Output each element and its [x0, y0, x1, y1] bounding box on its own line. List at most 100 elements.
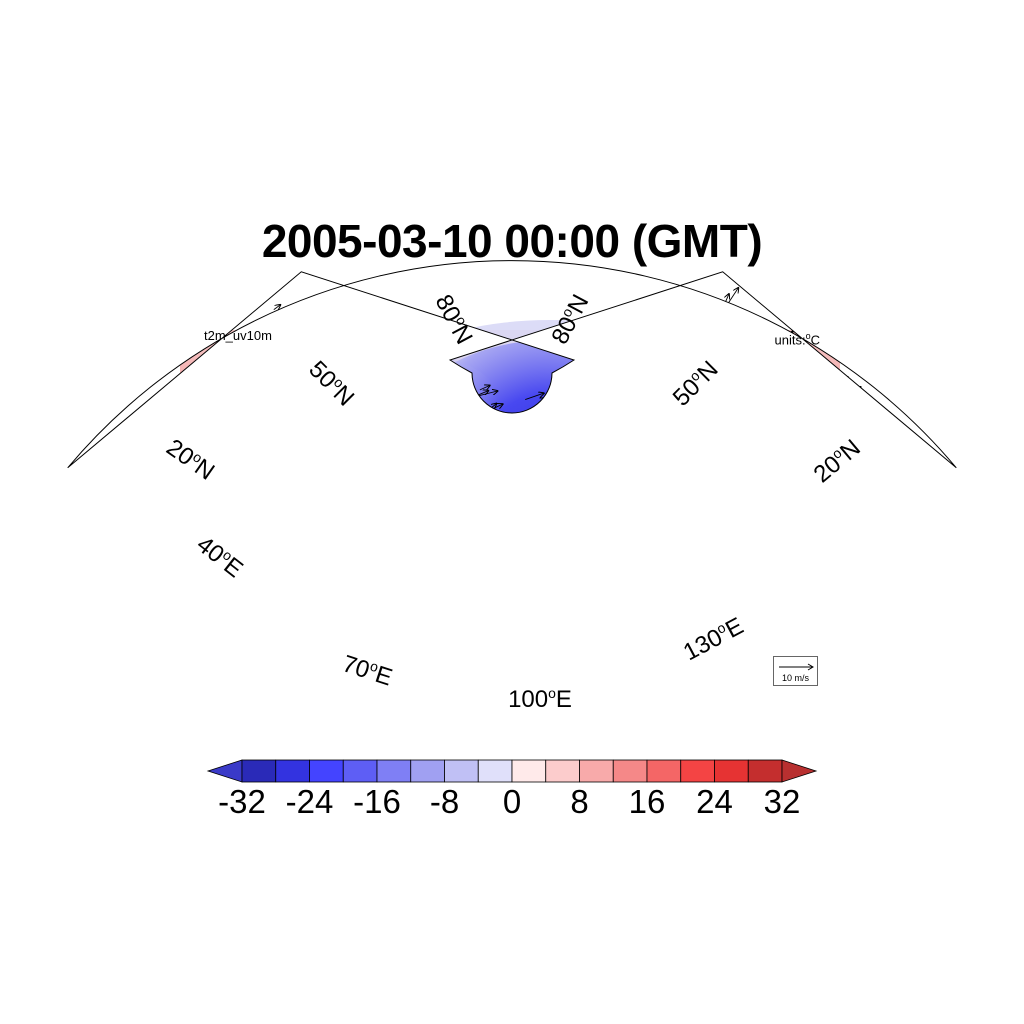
wind-vector: [432, 509, 435, 518]
wind-vector: [136, 456, 145, 468]
wind-vector: [713, 492, 720, 506]
wind-vector: [308, 338, 316, 343]
wind-vector: [429, 404, 437, 411]
colorbar-swatch: [309, 759, 344, 783]
wind-vector: [173, 394, 184, 404]
wind-vector: [270, 331, 282, 337]
wind-vector: [777, 557, 780, 565]
colorbar-under-triangle: [206, 759, 243, 783]
wind-vector: [338, 326, 354, 339]
wind-vector: [390, 493, 392, 513]
wind-vector: [511, 529, 525, 541]
wind-vector: [585, 605, 586, 621]
wind-vector: [446, 428, 456, 446]
wind-vector: [824, 536, 830, 548]
wind-vector: [654, 509, 659, 518]
wind-vector: [95, 455, 106, 468]
longitude-label: 40oE 70oE 100oE 130oE: [191, 530, 748, 713]
colorbar-tick-label: 8: [570, 783, 588, 820]
wind-vector: [593, 626, 615, 633]
wind-vector: [293, 605, 295, 617]
wind-vector: [798, 385, 805, 408]
wind-vector: [397, 403, 411, 413]
wind-vector: [609, 504, 613, 513]
colorbar-swatch: [241, 759, 277, 783]
wind-vector: [504, 455, 512, 468]
wind-vector: [399, 598, 406, 617]
wind-vector: [680, 411, 689, 428]
wind-vector: [330, 430, 345, 445]
wind-vector: [752, 519, 763, 539]
wind-vector: [601, 398, 617, 402]
wind-vector: [575, 401, 591, 408]
lat-label-50n-left: 50oN: [303, 355, 359, 411]
wind-vector: [381, 568, 386, 588]
wind-vector: [690, 569, 694, 580]
wind-vector: [314, 612, 315, 622]
wind-vector: [254, 469, 260, 475]
wind-vector: [220, 495, 224, 503]
wind-vector: [470, 492, 472, 512]
colorbar-swatch: [545, 759, 580, 783]
wind-vector: [586, 415, 607, 420]
colorbar-tick-label: 32: [764, 783, 801, 820]
wind-vector: [523, 494, 538, 501]
lat-label-20n-left: 20oN: [161, 433, 220, 486]
wind-vector: [637, 448, 655, 460]
wind-vector: [650, 342, 657, 360]
wind-vector: [581, 495, 585, 518]
wind-vector: [741, 342, 748, 355]
wind-vector: [278, 485, 292, 502]
lat-label-80n-right: 80oN: [545, 290, 594, 349]
wind-vector: [622, 574, 626, 582]
wind-vector: [343, 475, 351, 496]
wind-vector: [729, 373, 736, 391]
lon-label-40e: 40oE: [191, 530, 248, 583]
wind-vector: [684, 543, 689, 556]
wind-vector: [485, 493, 492, 508]
wind-vector: [599, 378, 619, 388]
wind-vector: [483, 555, 487, 572]
wind-vector: [502, 423, 515, 434]
wind-vector: [672, 353, 676, 364]
wind-vector: [240, 344, 258, 354]
wind-vector: [666, 367, 673, 386]
wind-vector: [246, 364, 258, 375]
wind-vector: [443, 409, 454, 420]
wind-vector: [867, 408, 874, 422]
wind-vector: [367, 487, 376, 505]
wind-vector: [471, 459, 484, 468]
colorbar-tick-label: 24: [696, 783, 733, 820]
wind-vector: [773, 545, 777, 554]
colorbar-tick-label: 16: [629, 783, 666, 820]
wind-vector: [643, 613, 649, 627]
wind-vector: [862, 408, 869, 423]
wind-vector: [443, 639, 453, 658]
colorbar-swatch: [646, 759, 682, 783]
lat-label-50n-right: 50oN: [667, 355, 723, 411]
wind-vector: [529, 526, 532, 535]
wind-vector: [450, 573, 453, 584]
wind-vector: [546, 430, 555, 432]
reference-arrow-icon: [779, 663, 814, 671]
wind-vector: [255, 358, 266, 365]
wind-vector: [296, 299, 314, 310]
wind-vector: [765, 329, 772, 339]
wind-vector: [611, 544, 621, 560]
wind-vector: [318, 334, 338, 342]
wind-vector: [140, 483, 153, 498]
wind-vector: [550, 500, 553, 514]
wind-vector: [740, 455, 747, 465]
wind-vector: [806, 403, 809, 414]
colorbar-swatch: [612, 759, 648, 783]
wind-vector: [359, 416, 366, 426]
colorbar: -32 -24 -16 -8 0 8 16 24 32: [206, 759, 818, 820]
wind-vector: [515, 518, 520, 540]
wind-vector: [442, 583, 443, 604]
wind-vector: [390, 410, 406, 420]
wind-vector: [652, 617, 656, 626]
wind-vector: [523, 621, 537, 638]
wind-vector: [491, 599, 497, 614]
wind-vector: [395, 572, 399, 595]
wind-vector: [813, 519, 823, 536]
